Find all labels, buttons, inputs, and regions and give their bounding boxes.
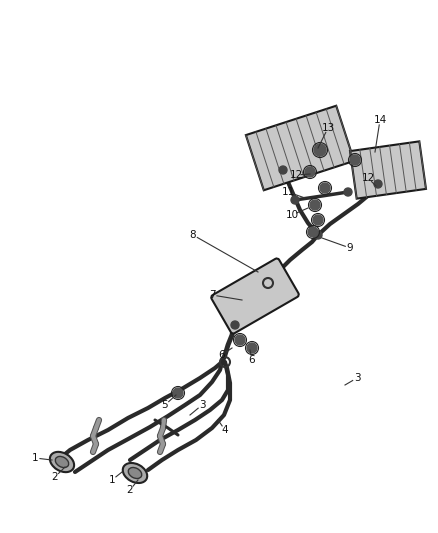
Text: 1: 1 [32,453,38,463]
Circle shape [314,231,322,239]
Circle shape [279,166,287,174]
Text: 2: 2 [127,485,133,495]
FancyBboxPatch shape [350,141,426,199]
Text: 9: 9 [347,243,353,253]
Text: 2: 2 [52,472,58,482]
Circle shape [350,155,360,165]
Ellipse shape [50,452,74,472]
Circle shape [374,180,382,188]
Circle shape [231,321,239,329]
Circle shape [305,167,315,177]
Circle shape [247,343,257,353]
Text: 3: 3 [354,373,360,383]
Circle shape [314,144,326,156]
Text: 3: 3 [199,400,205,410]
Circle shape [235,335,245,345]
FancyBboxPatch shape [246,106,354,190]
Text: 7: 7 [208,290,215,300]
Text: 4: 4 [222,425,228,435]
Text: 6: 6 [249,355,255,365]
Circle shape [320,183,330,193]
Text: 13: 13 [321,123,335,133]
Ellipse shape [55,456,69,467]
Ellipse shape [123,463,147,483]
Text: 8: 8 [190,230,196,240]
Text: 12: 12 [290,170,303,180]
Circle shape [310,200,320,210]
Circle shape [344,188,352,196]
Circle shape [313,215,323,225]
Text: 6: 6 [219,350,225,360]
Circle shape [173,388,183,398]
Text: 14: 14 [373,115,387,125]
Text: 5: 5 [162,400,168,410]
Text: 10: 10 [286,210,299,220]
Circle shape [291,196,299,204]
Ellipse shape [128,467,142,479]
Text: 12: 12 [361,173,374,183]
Circle shape [308,227,318,237]
FancyBboxPatch shape [211,259,299,334]
Text: 1: 1 [109,475,115,485]
Text: 11: 11 [281,187,295,197]
